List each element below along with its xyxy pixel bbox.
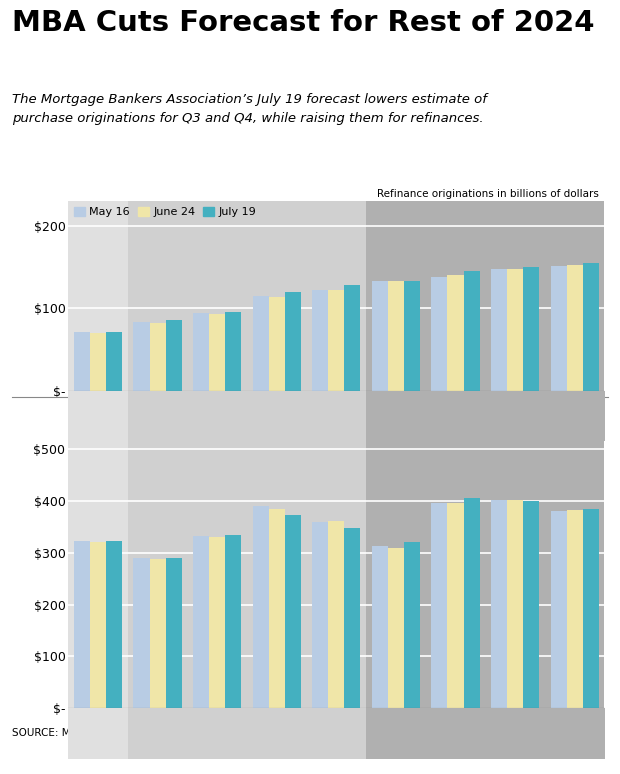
Text: 2024: 2024 — [229, 747, 265, 760]
Bar — [551, 512, 567, 708]
Bar — [209, 314, 225, 391]
Bar — [193, 536, 209, 708]
Bar — [388, 281, 404, 391]
Text: 2023: 2023 — [81, 430, 115, 443]
Bar — [193, 313, 209, 391]
Bar — [366, 418, 604, 708]
Bar — [329, 290, 344, 391]
Bar — [404, 281, 420, 391]
Bar — [312, 522, 329, 708]
Bar — [372, 281, 388, 391]
Bar — [68, 418, 128, 708]
Bar — [268, 297, 285, 391]
Bar — [344, 528, 360, 708]
Bar — [90, 543, 106, 708]
Bar — [507, 269, 523, 391]
Bar — [312, 290, 329, 391]
Bar — [128, 201, 366, 391]
Bar — [372, 546, 388, 708]
Text: 2023: 2023 — [81, 747, 115, 760]
Bar — [133, 322, 149, 391]
Bar — [225, 312, 241, 391]
Text: 2025: 2025 — [468, 747, 503, 760]
Bar — [329, 521, 344, 708]
Bar — [404, 543, 420, 708]
Bar — [268, 509, 285, 708]
Legend: May 16, June 24, July 19: May 16, June 24, July 19 — [74, 207, 257, 217]
Bar — [252, 296, 268, 391]
Text: MBA Cuts Forecast for Rest of 2024: MBA Cuts Forecast for Rest of 2024 — [12, 9, 595, 37]
Bar — [388, 547, 404, 708]
Text: Refinance originations in billions of dollars: Refinance originations in billions of do… — [377, 190, 599, 200]
Bar — [464, 272, 480, 391]
Bar — [149, 559, 166, 708]
Bar — [507, 500, 523, 708]
Bar — [209, 537, 225, 708]
Bar — [464, 498, 480, 708]
Text: Purchase originations in billions of dollars: Purchase originations in billions of dol… — [381, 405, 599, 415]
Bar — [432, 277, 448, 391]
Bar — [106, 331, 122, 391]
Bar — [225, 535, 241, 708]
Bar — [74, 331, 90, 391]
Bar — [551, 265, 567, 391]
Bar — [68, 201, 128, 391]
Bar — [133, 558, 149, 708]
Text: SOURCE: Mortgage Bankers Association.: SOURCE: Mortgage Bankers Association. — [12, 728, 224, 738]
Bar — [567, 510, 583, 708]
Bar — [90, 333, 106, 391]
Bar — [523, 501, 539, 708]
Text: The Mortgage Bankers Association’s July 19 forecast lowers estimate of
purchase : The Mortgage Bankers Association’s July … — [12, 93, 487, 125]
Bar — [106, 541, 122, 708]
Bar — [344, 286, 360, 391]
Bar — [567, 265, 583, 391]
Bar — [432, 503, 448, 708]
Bar — [252, 506, 268, 708]
Bar — [583, 509, 599, 708]
Text: 2025: 2025 — [468, 430, 503, 443]
Bar — [366, 201, 604, 391]
Bar — [285, 292, 301, 391]
Bar — [74, 541, 90, 708]
Legend: May 16, June 24, July 19: May 16, June 24, July 19 — [74, 423, 257, 434]
Bar — [523, 267, 539, 391]
Bar — [166, 320, 182, 391]
Bar — [128, 418, 366, 708]
Bar — [583, 263, 599, 391]
Bar — [448, 503, 464, 708]
Bar — [491, 269, 507, 391]
Bar — [448, 276, 464, 391]
Bar — [166, 558, 182, 708]
Text: 2024: 2024 — [229, 430, 265, 443]
Bar — [285, 515, 301, 708]
Bar — [149, 324, 166, 391]
Bar — [491, 500, 507, 708]
